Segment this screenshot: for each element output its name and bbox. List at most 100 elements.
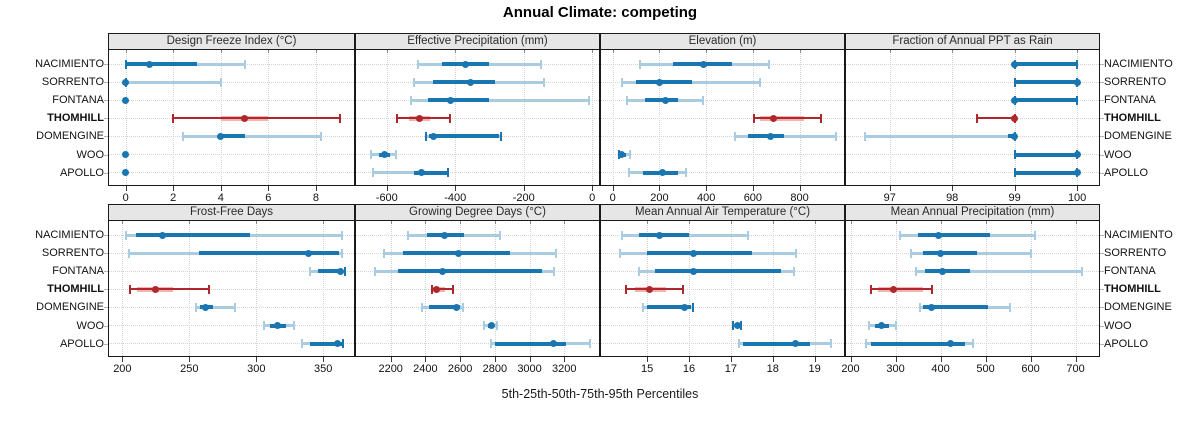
- p5-cap: [628, 168, 631, 178]
- x-gridline: [612, 50, 614, 185]
- p95-cap: [340, 248, 343, 258]
- p5-cap: [641, 302, 644, 312]
- site-label-left: FONTANA: [52, 94, 104, 107]
- p25-p75-box: [125, 62, 197, 66]
- x-tick: [1075, 357, 1077, 362]
- top-tick: [220, 50, 222, 53]
- top-tick: [523, 50, 525, 53]
- x-gridline: [564, 221, 566, 356]
- x-tick-label: 2200: [378, 363, 403, 375]
- p25-p75-box: [636, 80, 693, 85]
- x-tick: [688, 357, 690, 362]
- y-tick-left: [104, 235, 108, 236]
- site-label-right: APOLLO: [1104, 337, 1149, 350]
- p25-p75-box: [1014, 80, 1078, 85]
- p5-p95-band: [196, 305, 235, 309]
- p95-cap: [552, 266, 555, 276]
- x-tick-label: 0: [589, 192, 596, 204]
- x-gridline: [323, 221, 325, 356]
- p5-cap: [372, 168, 375, 178]
- top-tick: [189, 221, 191, 224]
- site-label-right: SORRENTO: [1104, 247, 1167, 260]
- median-dot: [454, 249, 462, 257]
- y-tick-left: [104, 136, 108, 138]
- p5-cap: [731, 321, 734, 330]
- p95-cap: [830, 339, 833, 349]
- p5-cap: [407, 230, 410, 240]
- p5-cap: [490, 339, 493, 349]
- x-tick: [889, 186, 891, 191]
- p5-cap: [625, 95, 628, 105]
- x-gridline: [386, 50, 388, 185]
- p95-cap: [554, 248, 557, 258]
- x-gridline: [952, 50, 954, 185]
- x-tick-label: -200: [512, 192, 535, 204]
- x-tick-label: 200: [650, 192, 669, 204]
- site-label-right: WOO: [1104, 148, 1132, 161]
- y-tick-left: [104, 325, 108, 327]
- p25-p75-box: [198, 251, 340, 256]
- row-gridline: [846, 288, 1099, 290]
- top-tick: [659, 50, 661, 53]
- top-tick: [814, 221, 816, 224]
- x-tick: [772, 357, 774, 362]
- p25-p75-box: [433, 80, 495, 85]
- p5-p95-line: [130, 288, 210, 291]
- x-tick-label: 8: [312, 192, 319, 204]
- p25-p75-box: [397, 269, 542, 274]
- x-tick-label: 600: [1021, 363, 1040, 375]
- p25-p75-box: [317, 269, 344, 274]
- row-gridline: [356, 172, 599, 174]
- median-dot: [217, 132, 225, 140]
- p95-cap: [395, 150, 398, 159]
- x-tick-label: 6: [265, 192, 272, 204]
- x-gridline: [1030, 221, 1032, 356]
- median-dot: [1011, 114, 1019, 122]
- site-label-left: DOMENGINE: [36, 130, 104, 143]
- x-tick-label: 15: [640, 363, 654, 375]
- panel-design-freeze-index-c-header: Design Freeze Index (°C): [108, 33, 355, 50]
- p25-p75-box: [1014, 98, 1078, 103]
- p5-cap: [867, 321, 870, 330]
- p25-p75-box: [923, 305, 988, 310]
- panel-growing-degree-days-c-header: Growing Degree Days (°C): [355, 204, 600, 221]
- top-tick: [895, 221, 897, 224]
- x-gridline: [256, 221, 258, 356]
- p95-cap: [499, 230, 502, 240]
- p25-p75-box: [870, 341, 966, 346]
- p5-cap: [413, 77, 416, 87]
- p5-cap: [370, 150, 373, 159]
- p95-cap: [894, 321, 897, 330]
- top-tick: [952, 50, 954, 53]
- x-tick: [730, 357, 732, 362]
- y-tick-left: [104, 154, 108, 156]
- x-tick: [494, 357, 496, 362]
- x-tick-label: -400: [444, 192, 467, 204]
- x-gridline: [814, 221, 816, 356]
- p95-cap: [292, 321, 295, 330]
- median-dot: [1073, 151, 1081, 158]
- p95-cap: [768, 59, 771, 69]
- top-tick: [799, 50, 801, 53]
- x-tick-label: 97: [883, 192, 896, 204]
- panel-mean-annual-precipitation-mm-header: Mean Annual Precipitation (mm): [845, 204, 1100, 221]
- site-label-left: THOMHILL: [47, 112, 104, 125]
- top-tick: [386, 50, 388, 53]
- median-dot: [766, 132, 774, 140]
- median-dot: [689, 267, 697, 275]
- median-dot: [122, 169, 130, 177]
- p95-cap: [740, 321, 743, 330]
- y-tick-left: [104, 118, 108, 120]
- top-tick: [730, 221, 732, 224]
- p5-cap: [374, 266, 377, 276]
- x-gridline: [889, 50, 891, 185]
- p95-cap: [930, 284, 933, 294]
- chart-title: Annual Climate: competing: [502, 4, 698, 21]
- p95-cap: [1076, 95, 1079, 105]
- p25-p75-box: [748, 134, 785, 139]
- p25-p75-box: [655, 269, 782, 274]
- p95-cap: [758, 77, 761, 87]
- x-gridline: [850, 221, 852, 356]
- p5-cap: [396, 113, 399, 123]
